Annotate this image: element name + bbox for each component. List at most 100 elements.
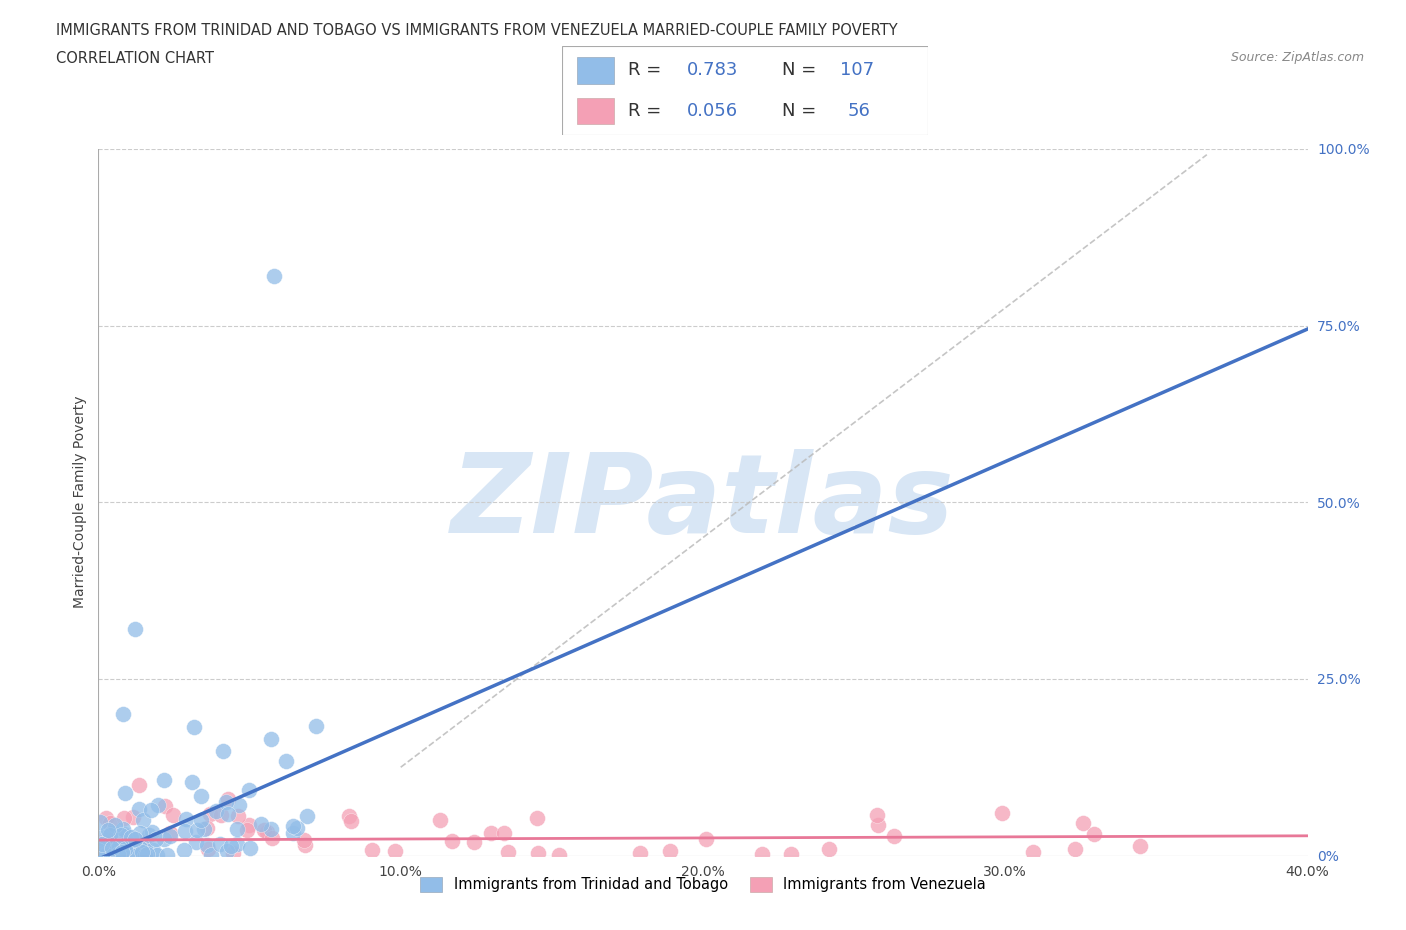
Point [173,843,195,857]
Point [90,837,112,852]
Point [1071,816,1094,830]
Point [110,844,132,859]
Point [114,786,136,801]
Point [131,844,153,859]
Point [107,846,129,861]
Point [208,836,231,851]
Point [134,841,156,856]
Point [818,842,841,857]
Point [340,813,363,828]
Point [112,810,135,825]
Point [463,834,485,849]
Point [479,826,502,841]
Point [107,839,129,854]
Point [215,844,238,858]
Point [117,829,139,844]
Point [526,811,548,826]
Point [128,777,150,792]
Point [128,840,150,855]
Point [129,826,152,841]
Text: ZIPatlas: ZIPatlas [451,448,955,556]
Text: 56: 56 [848,102,870,120]
Point [226,821,249,836]
Point [779,846,801,861]
FancyBboxPatch shape [576,98,613,125]
Point [252,823,274,838]
Point [111,821,134,836]
Point [866,808,889,823]
Point [263,269,285,284]
Point [114,841,136,856]
Point [228,798,250,813]
Point [496,844,519,859]
Point [658,844,681,858]
Point [193,822,215,837]
Point [159,829,181,844]
Point [174,812,197,827]
Point [104,844,127,858]
Point [1083,827,1105,842]
Point [97,845,120,860]
Point [1063,842,1085,857]
Point [226,809,249,824]
Text: 0.783: 0.783 [686,61,738,79]
Point [107,848,129,863]
Point [212,744,235,759]
Point [139,803,162,817]
Point [195,837,218,852]
Point [98,816,121,830]
Point [281,826,304,841]
Point [190,789,212,804]
Point [118,834,141,849]
Point [494,825,516,840]
Point [162,807,184,822]
Point [124,833,146,848]
FancyBboxPatch shape [562,46,928,135]
Point [110,838,132,853]
Point [94,810,117,825]
Point [256,824,278,839]
Point [98,848,121,863]
Point [97,822,120,837]
Point [215,794,238,809]
Point [114,839,136,854]
Point [152,773,174,788]
Point [121,810,143,825]
Point [134,847,156,862]
Point [128,801,150,816]
Text: 107: 107 [841,61,875,79]
Point [205,804,228,818]
Point [103,831,125,846]
Point [138,828,160,843]
Text: 0.056: 0.056 [686,102,738,120]
Point [115,831,138,846]
Text: N =: N = [782,61,815,79]
Point [181,775,204,790]
Point [305,718,328,733]
Text: IMMIGRANTS FROM TRINIDAD AND TOBAGO VS IMMIGRANTS FROM VENEZUELA MARRIED-COUPLE : IMMIGRANTS FROM TRINIDAD AND TOBAGO VS I… [56,23,898,38]
Point [124,831,146,846]
Point [156,848,179,863]
Point [121,845,143,860]
Point [200,806,222,821]
Point [89,815,111,830]
Point [260,731,283,746]
Point [238,817,260,832]
Point [91,834,114,849]
Point [184,834,207,849]
Point [146,797,169,812]
Point [239,841,262,856]
Point [548,848,571,863]
Point [217,806,239,821]
Point [112,842,135,857]
Point [217,791,239,806]
Point [197,841,219,856]
Point [183,720,205,735]
Text: CORRELATION CHART: CORRELATION CHART [56,51,214,66]
Point [111,707,134,722]
Point [96,846,118,861]
Point [89,846,111,861]
Point [101,841,124,856]
Point [236,822,259,837]
Point [1129,839,1152,854]
